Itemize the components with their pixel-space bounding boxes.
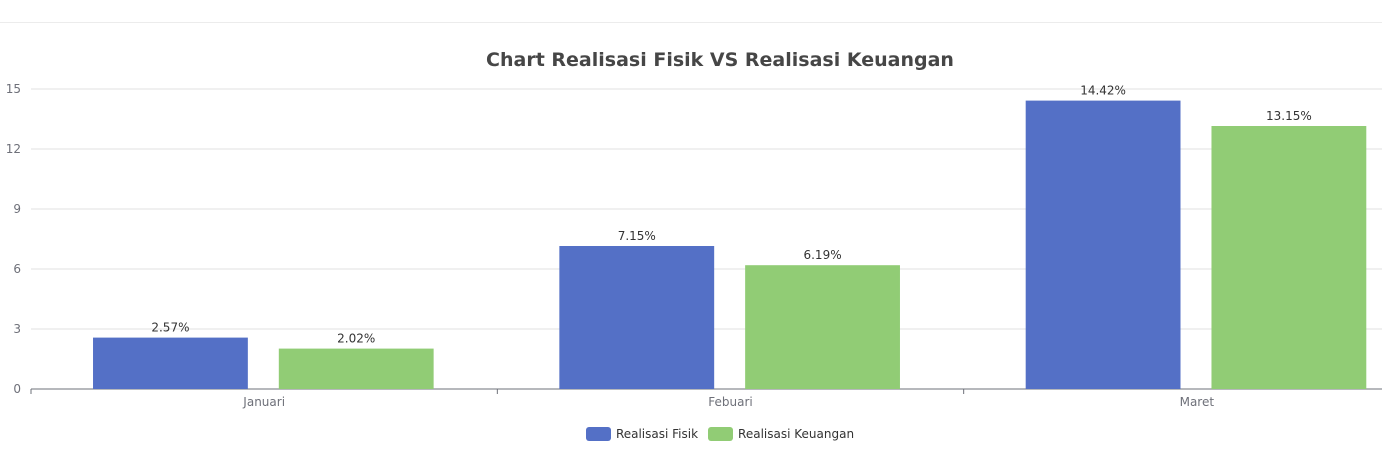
legend-item-realisasi-fisik[interactable]: Realisasi Fisik <box>585 427 699 441</box>
legend-label-realisasi-keuangan: Realisasi Keuangan <box>738 427 855 441</box>
y-tick-label: 12 <box>6 142 21 156</box>
bar-chart: 0 3 6 9 12 15 Januari 2.57% 2.02% Febuari 7.15% 6.1… <box>6 82 1382 409</box>
x-tick-label: Maret <box>1180 395 1215 409</box>
chart-title: Chart Realisasi Fisik VS Realisasi Keuan… <box>486 49 954 71</box>
data-label: 2.57% <box>151 321 189 335</box>
legend-label-realisasi-fisik: Realisasi Fisik <box>615 427 699 441</box>
y-tick-label: 15 <box>6 82 21 96</box>
x-tick-label: Januari <box>242 395 285 409</box>
legend-swatch-realisasi-fisik <box>585 427 611 441</box>
bar-realisasi-keuangan <box>745 265 900 389</box>
y-tick-label: 0 <box>13 382 21 396</box>
bar-realisasi-keuangan <box>278 348 434 389</box>
y-tick-label: 3 <box>13 322 21 336</box>
bar-realisasi-fisik <box>559 246 715 389</box>
bar-realisasi-fisik <box>93 337 248 389</box>
bar-realisasi-fisik <box>1025 100 1181 389</box>
y-tick-label: 9 <box>13 202 21 216</box>
y-tick-label: 6 <box>13 262 21 276</box>
legend-item-realisasi-keuangan[interactable]: Realisasi Keuangan <box>708 427 854 441</box>
data-label: 13.15% <box>1266 109 1312 123</box>
data-label: 7.15% <box>618 229 656 243</box>
legend-swatch-realisasi-keuangan <box>708 427 734 441</box>
data-label: 14.42% <box>1080 84 1126 98</box>
x-tick-label: Febuari <box>708 395 752 409</box>
data-label: 2.02% <box>337 332 375 346</box>
bar-realisasi-keuangan <box>1211 126 1367 389</box>
top-divider <box>0 22 1382 23</box>
chart-legend: Realisasi Fisik Realisasi Keuangan <box>0 427 1382 441</box>
data-label: 6.19% <box>803 248 841 262</box>
